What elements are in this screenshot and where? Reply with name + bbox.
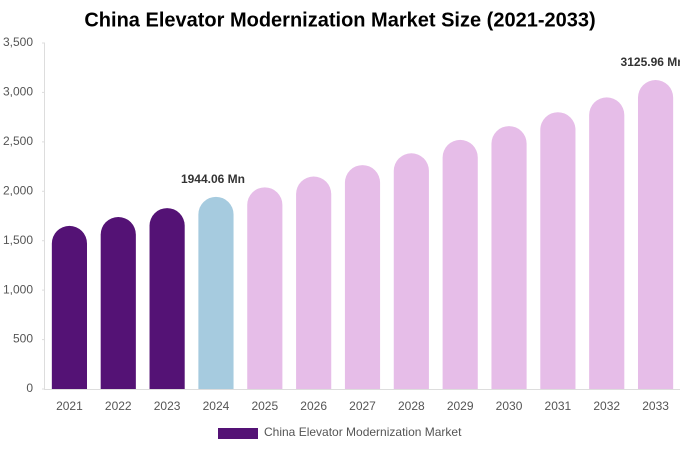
bar — [198, 196, 234, 389]
y-tick-label: 500 — [13, 332, 33, 346]
y-tick-label: 2,000 — [3, 183, 33, 197]
legend-swatch — [218, 428, 258, 439]
y-tick-label: 0 — [26, 381, 33, 395]
value-label: 3125.96 Mn — [621, 55, 680, 69]
bar — [51, 225, 88, 389]
bar — [296, 176, 332, 389]
y-tick-label: 3,000 — [3, 85, 33, 99]
bar — [637, 79, 674, 390]
y-tick-label: 1,500 — [3, 233, 33, 247]
chart-title: China Elevator Modernization Market Size… — [84, 9, 595, 31]
y-tick-label: 1,000 — [3, 282, 33, 296]
bar — [100, 216, 136, 389]
x-tick-label: 2030 — [496, 399, 523, 413]
x-tick-label: 2032 — [593, 399, 620, 413]
x-tick-label: 2024 — [203, 399, 230, 413]
x-tick-label: 2021 — [56, 399, 83, 413]
x-tick-label: 2025 — [251, 399, 278, 413]
bar — [149, 208, 185, 389]
x-tick-label: 2027 — [349, 399, 376, 413]
bar — [442, 139, 478, 389]
bar — [344, 165, 381, 389]
bar — [491, 126, 527, 390]
bar — [589, 97, 625, 390]
x-tick-label: 2026 — [300, 399, 327, 413]
y-tick-label: 3,500 — [3, 35, 33, 49]
x-tick-label: 2033 — [642, 399, 669, 413]
bar — [540, 112, 576, 389]
value-label: 1944.06 Mn — [181, 172, 245, 186]
x-tick-label: 2029 — [447, 399, 474, 413]
bar — [393, 153, 429, 389]
x-tick-label: 2022 — [105, 399, 132, 413]
y-tick-label: 2,500 — [3, 134, 33, 148]
x-tick-label: 2028 — [398, 399, 425, 413]
x-tick-label: 2031 — [545, 399, 572, 413]
legend-label: China Elevator Modernization Market — [264, 425, 462, 439]
x-tick-label: 2023 — [154, 399, 181, 413]
bar — [247, 187, 283, 389]
